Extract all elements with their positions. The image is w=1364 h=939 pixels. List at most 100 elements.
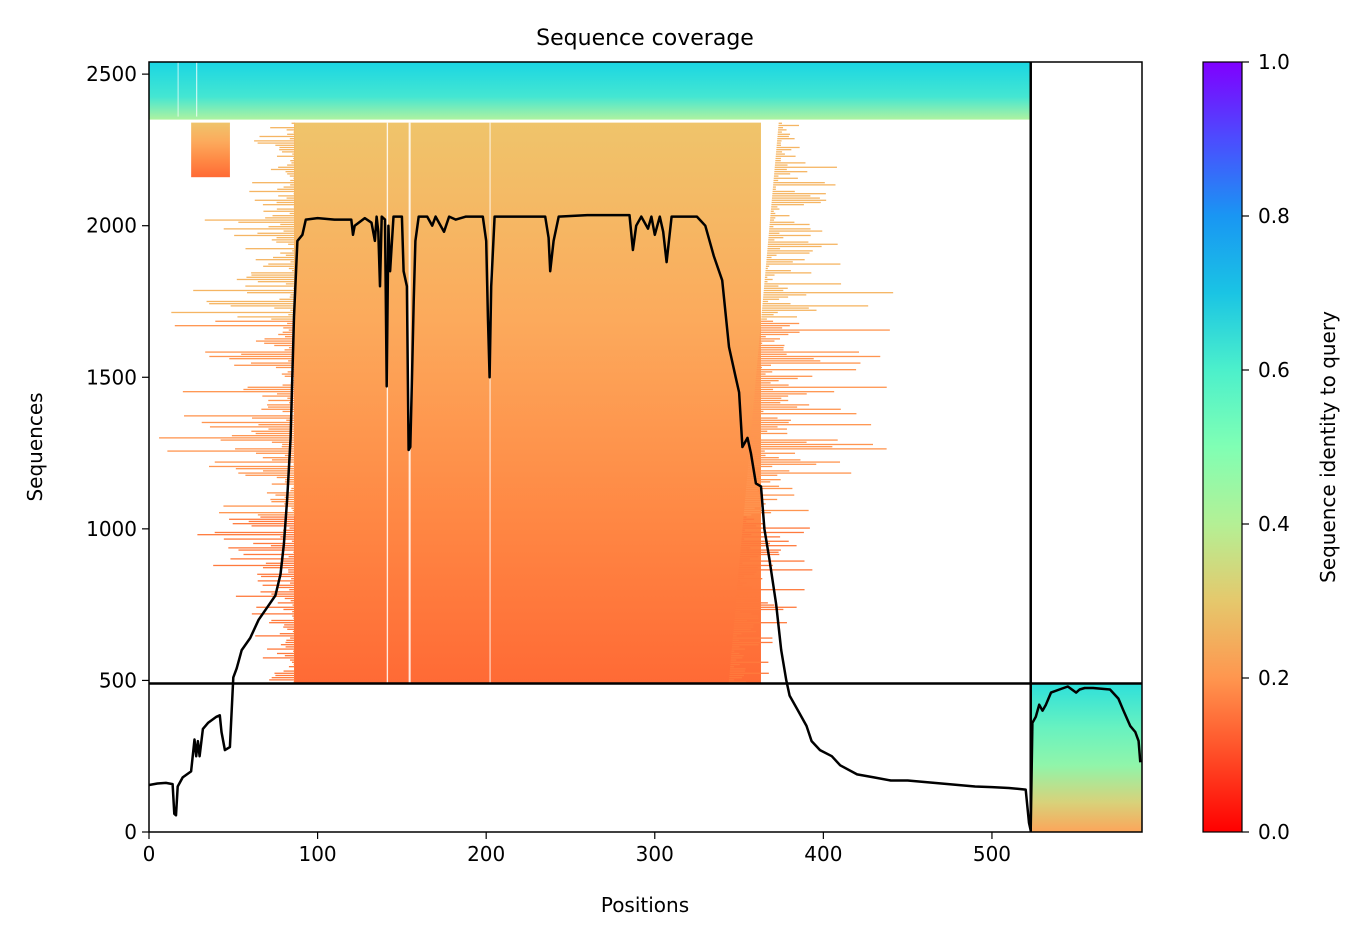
- fringe-streak: [263, 210, 295, 212]
- fringe-streak: [290, 261, 295, 263]
- fringe-streak: [182, 391, 295, 393]
- fringe-streak: [247, 386, 295, 388]
- fringe-streak: [762, 300, 769, 303]
- fringe-streak: [290, 184, 295, 186]
- fringe-streak: [289, 212, 295, 215]
- colorbar-ticks: 0.0 0.2 0.4 0.6 0.8 1.0: [1242, 50, 1290, 844]
- fringe-streak: [734, 619, 748, 622]
- fringe-streak: [276, 208, 295, 210]
- fringe-streak: [284, 597, 295, 600]
- fringe-streak: [197, 534, 295, 536]
- fringe-streak: [758, 349, 784, 351]
- fringe-streak: [737, 584, 743, 586]
- plot-frame: [148, 61, 1143, 833]
- fringe-streak: [209, 465, 295, 468]
- fringe-streak: [739, 560, 805, 562]
- fringe-streak: [234, 234, 295, 237]
- fringe-streak: [739, 562, 743, 564]
- fringe-streak: [752, 415, 761, 417]
- fringe-streak: [288, 243, 295, 245]
- fringe-streak: [287, 173, 295, 175]
- fringe-streak: [770, 219, 775, 221]
- fringe-streak: [742, 527, 810, 529]
- fringe-streak: [777, 135, 789, 138]
- fringe-streak: [729, 677, 742, 679]
- fringe-streak: [764, 281, 768, 283]
- fringe-streak: [243, 388, 295, 391]
- fringe-streak: [756, 375, 813, 377]
- fringe-streak: [754, 395, 789, 397]
- fringe-streak: [770, 208, 780, 210]
- fringe-streak: [760, 329, 890, 331]
- fringe-streak: [292, 153, 295, 155]
- fringe-streak: [268, 399, 295, 402]
- fringe-streak: [748, 461, 841, 463]
- fringe-streak: [238, 472, 295, 474]
- fringe-streak: [271, 501, 295, 503]
- fringe-streak: [747, 476, 760, 479]
- x-axis: 0 100 200 300 400 500: [143, 832, 1011, 866]
- fringe-streak: [729, 668, 746, 670]
- fringe-streak: [292, 250, 295, 252]
- fringe-streak: [293, 124, 295, 127]
- fringe-streak: [269, 679, 295, 681]
- fringe-streak: [245, 474, 295, 476]
- fringe-streak: [757, 355, 881, 358]
- fringe-streak: [735, 608, 784, 611]
- coverage-block: [191, 122, 230, 178]
- fringe-streak: [256, 606, 295, 608]
- fringe-streak: [767, 243, 838, 245]
- fringe-streak: [769, 221, 795, 223]
- fringe-streak: [254, 199, 295, 201]
- fringe-streak: [767, 252, 810, 254]
- fringe-streak: [775, 157, 781, 160]
- fringe-streak: [734, 622, 787, 624]
- fringe-streak: [284, 336, 295, 338]
- fringe-streak: [768, 241, 809, 243]
- segment-dividers: [149, 62, 1142, 832]
- fringe-streak: [213, 564, 295, 567]
- fringe-streak: [751, 424, 872, 426]
- fringe-streak: [245, 248, 295, 250]
- fringe-streak: [247, 292, 295, 294]
- y-axis-label: Sequences: [23, 392, 47, 501]
- fringe-streak: [777, 140, 782, 142]
- fringe-streak: [264, 338, 295, 340]
- fringe-streak: [285, 171, 295, 173]
- fringe-streak: [759, 342, 763, 344]
- fringe-streak: [290, 490, 295, 492]
- fringe-streak: [284, 655, 295, 657]
- fringe-streak: [271, 593, 295, 595]
- fringe-streak: [265, 217, 295, 219]
- fringe-streak: [255, 432, 295, 435]
- fringe-streak: [268, 428, 295, 430]
- fringe-streak: [771, 204, 804, 206]
- x-tick-label: 500: [973, 842, 1011, 866]
- fringe-streak: [735, 602, 768, 604]
- fringe-streak: [760, 325, 790, 327]
- fringe-streak: [292, 509, 295, 512]
- fringe-streak: [733, 626, 754, 628]
- fringe-streak: [730, 666, 734, 668]
- fringe-streak: [293, 177, 295, 179]
- fringe-streak: [237, 316, 295, 318]
- fringe-streak: [769, 223, 810, 226]
- fringe-streak: [778, 129, 787, 131]
- fringe-streak: [736, 595, 739, 597]
- fringe-streak: [255, 340, 295, 342]
- fringe-streak: [757, 364, 772, 366]
- fringe-streak: [276, 652, 295, 655]
- y-tick-label: 500: [99, 668, 137, 692]
- fringe-streak: [776, 142, 781, 144]
- fringe-streak: [290, 309, 295, 311]
- fringe-streak: [773, 179, 779, 182]
- fringe-streak: [767, 245, 822, 248]
- fringe-streak: [293, 157, 295, 160]
- coverage-block: [293, 122, 761, 684]
- fringe-streak: [260, 516, 295, 518]
- fringe-streak: [252, 182, 295, 184]
- fringe-streak: [742, 523, 764, 525]
- fringe-streak: [737, 586, 752, 589]
- fringe-streak: [275, 674, 295, 677]
- fringe-streak: [733, 633, 742, 635]
